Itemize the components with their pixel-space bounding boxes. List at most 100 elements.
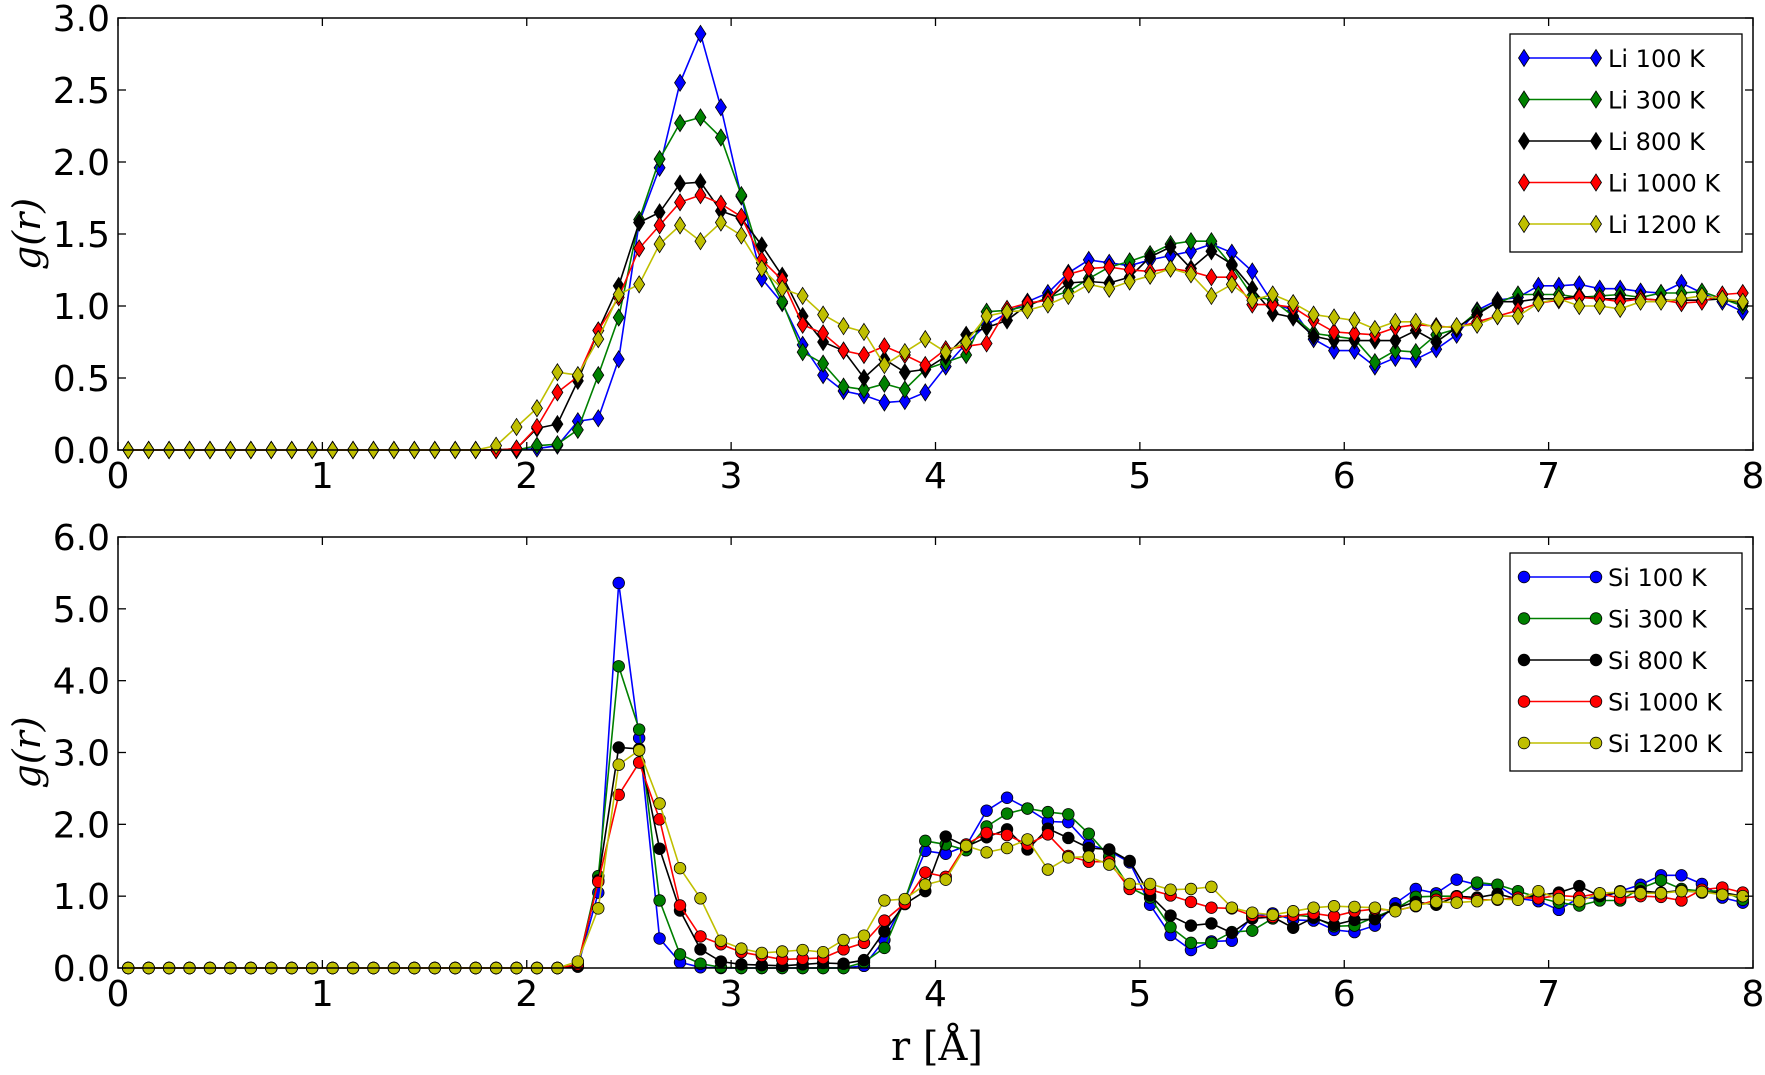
si-legend: Si 100 K Si 300 K Si 800 K Si 1000 K Si 1200…	[1509, 552, 1743, 772]
li-x-tick-label: 5	[1128, 456, 1151, 497]
li-data-point	[1389, 312, 1402, 332]
si-data-point	[959, 839, 973, 853]
si-y-tick-label: 4.0	[53, 662, 110, 703]
si-data-point	[1286, 905, 1300, 918]
li-legend-entry: Li 300 K	[1518, 87, 1706, 115]
si-data-point	[653, 842, 666, 855]
si-data-point	[1286, 921, 1300, 934]
si-data-point	[1205, 880, 1218, 894]
li-data-point	[980, 306, 993, 326]
li-data-point	[1062, 265, 1075, 284]
si-legend-label: Si 1000 K	[1608, 689, 1723, 717]
li-data-point	[571, 420, 584, 440]
li-data-point	[735, 207, 748, 226]
li-data-point	[898, 342, 911, 362]
li-data-point	[1307, 327, 1320, 346]
si-x-tick-label: 7	[1537, 974, 1560, 1015]
li-data-point	[1287, 308, 1300, 327]
li-legend-label: Li 300 K	[1608, 87, 1706, 115]
si-data-point	[1143, 877, 1157, 891]
x-axis-label: r [Å]	[891, 1023, 983, 1070]
si-y-tick-label: 5.0	[53, 590, 110, 631]
si-data-point	[1184, 895, 1198, 909]
li-data-point	[1205, 242, 1218, 261]
li-data-point	[1389, 341, 1402, 360]
li-data-point	[674, 193, 687, 212]
si-data-point	[1082, 827, 1095, 840]
li-data-point	[1307, 305, 1320, 324]
legend-marker	[1589, 570, 1603, 584]
li-data-point	[857, 368, 870, 388]
si-data-point	[1184, 882, 1198, 896]
li-y-tick-label: 3.0	[53, 0, 110, 40]
li-data-point	[633, 213, 646, 232]
si-data-point	[878, 894, 891, 907]
si-data-point	[1716, 888, 1729, 901]
si-data-point	[735, 942, 748, 955]
legend-marker	[1518, 173, 1530, 192]
si-data-point	[1062, 851, 1075, 864]
li-series-line	[128, 116, 1744, 451]
li-data-point	[1062, 286, 1075, 306]
li-data-point	[857, 380, 870, 399]
li-data-point	[919, 383, 932, 402]
si-data-point	[1062, 808, 1075, 821]
li-data-point	[653, 234, 666, 254]
legend-marker	[1590, 173, 1602, 192]
legend-marker	[1517, 695, 1531, 708]
li-y-tick-label: 1.0	[53, 287, 110, 328]
li-data-point	[1430, 318, 1443, 337]
li-data-point	[674, 174, 687, 193]
li-data-point	[1655, 292, 1668, 311]
li-axes-frame	[117, 17, 1754, 451]
li-data-point	[633, 239, 646, 258]
si-data-point	[653, 894, 666, 907]
li-data-point	[1430, 332, 1443, 352]
li-data-point	[1675, 289, 1688, 309]
li-data-point	[817, 324, 830, 343]
li-data-point	[755, 259, 768, 278]
li-data-point	[898, 380, 911, 399]
si-data-point	[898, 892, 912, 906]
si-data-point	[612, 741, 625, 754]
si-data-point	[1654, 874, 1668, 887]
si-data-point	[1470, 876, 1484, 889]
li-legend-entry: Li 100 K	[1518, 45, 1706, 73]
li-data-point	[1184, 265, 1197, 284]
si-data-point	[1164, 883, 1177, 896]
li-data-point	[1511, 306, 1524, 326]
li-data-point	[796, 286, 809, 306]
si-series-4	[122, 744, 1749, 975]
li-series-line	[128, 194, 1743, 451]
si-data-point	[1041, 805, 1055, 819]
li-data-point	[653, 149, 666, 169]
si-x-tick-label: 5	[1128, 974, 1151, 1015]
li-data-point	[714, 98, 727, 117]
si-legend-entry: Si 1200 K	[1517, 730, 1723, 758]
li-data-point	[714, 194, 727, 213]
si-data-point	[1593, 887, 1606, 900]
li-data-point	[551, 435, 564, 454]
li-data-point	[1368, 352, 1381, 372]
si-data-point	[1225, 926, 1239, 940]
si-axes-frame	[117, 536, 1754, 969]
li-data-point	[1614, 299, 1627, 319]
li-data-point	[1368, 319, 1381, 339]
li-data-point	[1164, 237, 1177, 257]
li-data-point	[1225, 275, 1238, 294]
li-legend-label: Li 1200 K	[1608, 211, 1721, 239]
li-legend-entry: Li 800 K	[1518, 128, 1706, 156]
si-y-tick-label: 1.0	[53, 877, 110, 918]
si-y-tick-label: 2.0	[53, 805, 110, 846]
legend-marker	[1590, 131, 1602, 151]
si-series-1	[122, 660, 1749, 975]
li-data-point	[1389, 331, 1402, 350]
si-data-point	[939, 873, 952, 886]
li-data-point	[1593, 296, 1606, 316]
si-legend-label: Si 100 K	[1608, 564, 1708, 592]
li-data-point	[939, 342, 952, 362]
si-data-point	[796, 943, 809, 957]
si-data-point	[632, 723, 646, 736]
legend-marker	[1517, 736, 1531, 750]
